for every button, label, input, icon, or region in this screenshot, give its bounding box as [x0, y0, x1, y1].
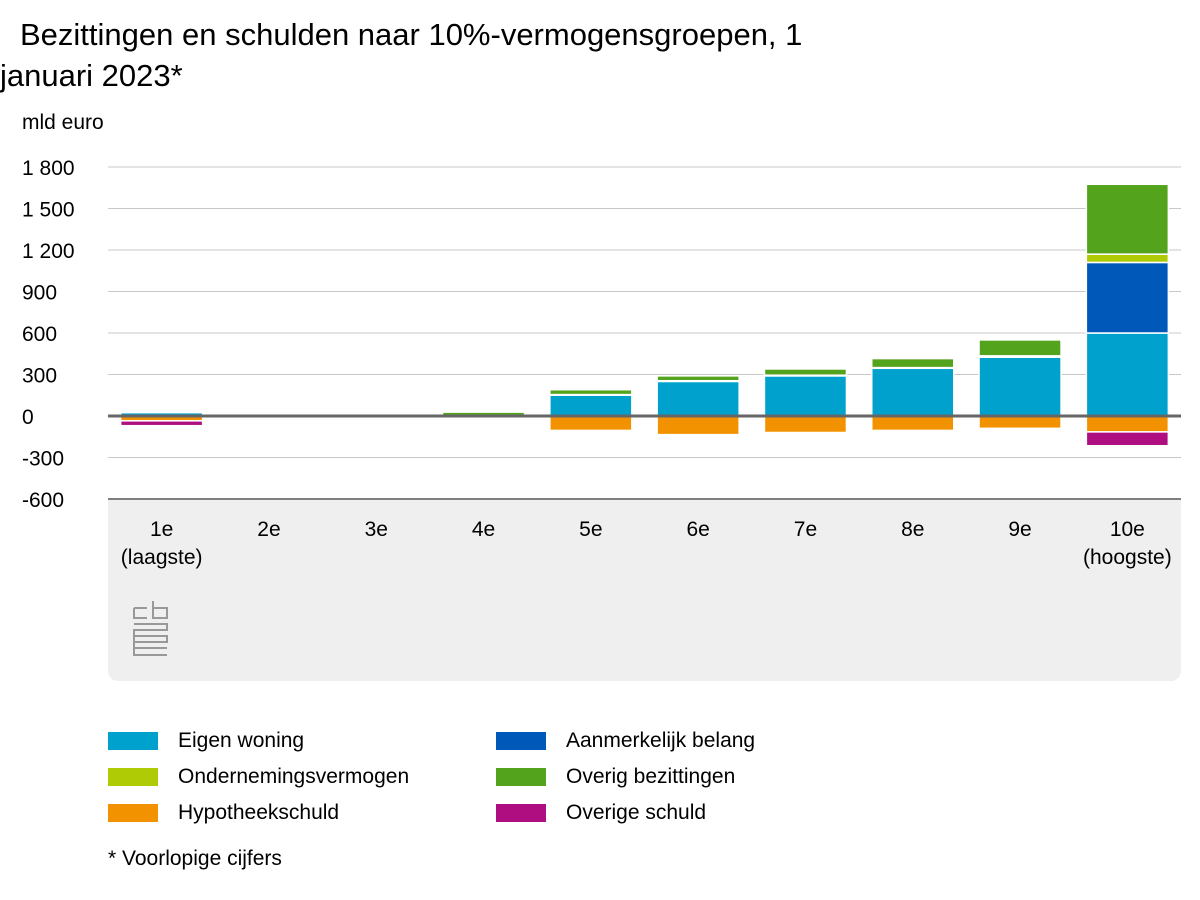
footnote: * Voorlopige cijfers [108, 847, 282, 870]
y-axis-tick-labels: 1 800 1 500 1 200 900 600 300 0 -300 -600 [22, 157, 75, 512]
y-tick-label: 1 500 [22, 199, 75, 222]
legend-swatch [496, 804, 546, 822]
bar-segment [656, 380, 740, 417]
legend: Eigen woning Aanmerkelijk belang Onderne… [108, 728, 908, 838]
bar-segment [549, 429, 633, 432]
y-tick-label: 0 [22, 406, 34, 429]
y-tick-label: 900 [22, 282, 57, 305]
legend-swatch [108, 732, 158, 750]
bar-segment [763, 431, 848, 434]
chart-title-line-2: januari 2023* [0, 58, 183, 93]
legend-swatch [496, 732, 546, 750]
y-tick-label: 600 [22, 323, 57, 346]
bar-segment [1085, 332, 1170, 417]
bar-segment [1085, 415, 1170, 433]
bar-segment [978, 356, 1062, 417]
x-tick-label: 9e [1008, 518, 1031, 541]
x-tick-label: 8e [901, 518, 924, 541]
legend-label: Aanmerkelijk belang [566, 729, 756, 752]
legend-label: Ondernemingsvermogen [178, 765, 410, 788]
bar-segment [871, 429, 955, 432]
bar-segment [119, 410, 204, 414]
legend-label: Overige schuld [566, 801, 707, 824]
bar-segment [871, 367, 955, 417]
y-tick-label: -600 [22, 489, 64, 512]
chart-title-line-1: Bezittingen en schulden naar 10%-vermoge… [20, 17, 803, 52]
legend-swatch [496, 768, 546, 786]
bar-segment [978, 339, 1062, 357]
x-tick-label: 7e [794, 518, 817, 541]
x-tick-label: 6e [686, 518, 709, 541]
bars [119, 183, 1170, 447]
x-tick-label: (laagste) [121, 546, 203, 569]
x-tick-label: 10e [1110, 518, 1145, 541]
bar-segment [763, 375, 848, 417]
bar-segment [119, 420, 204, 427]
bar-segment [1085, 431, 1170, 447]
legend-swatch [108, 768, 158, 786]
x-tick-label: 5e [579, 518, 602, 541]
bar-segment [763, 415, 848, 434]
bar-segment [656, 415, 740, 436]
legend-swatch [108, 804, 158, 822]
x-tick-label: 3e [365, 518, 388, 541]
chart-title: Bezittingen en schulden naar 10%-vermoge… [0, 14, 900, 96]
bar-segment [871, 415, 955, 432]
bar-segment [1085, 253, 1170, 264]
x-tick-label: (hoogste) [1083, 546, 1172, 569]
bar-segment [1085, 261, 1170, 334]
cbs-logo-icon [133, 601, 168, 656]
bar-segment [549, 394, 633, 417]
bar-segment [656, 375, 740, 382]
bar-segment [549, 415, 633, 432]
x-tick-label: 2e [257, 518, 280, 541]
y-tick-label: 1 200 [22, 240, 75, 263]
x-tick-label: 4e [472, 518, 495, 541]
gridlines [108, 166, 1181, 500]
bar-segment [656, 433, 740, 436]
y-tick-label: -300 [22, 448, 64, 471]
bar-segment [763, 368, 848, 376]
bar-segment [549, 388, 633, 396]
legend-label: Overig bezittingen [566, 765, 736, 788]
bar-segment [978, 427, 1062, 430]
y-axis-unit-label: mld euro [22, 111, 104, 134]
legend-label: Hypotheekschuld [178, 801, 340, 824]
x-axis-panel [108, 500, 1181, 681]
y-tick-label: 300 [22, 365, 57, 388]
bar-segment [978, 415, 1062, 430]
y-tick-label: 1 800 [22, 157, 75, 180]
x-tick-label: 1e [150, 518, 173, 541]
bar-segment [871, 357, 955, 369]
x-axis-tick-labels: 1e (laagste) 2e 3e 4e 5e 6e 7e 8e 9e 10e (hoogste) [121, 518, 1172, 569]
legend-label: Eigen woning [178, 729, 305, 752]
bar-segment [1085, 183, 1170, 255]
bar-chart: 1 800 1 500 1 200 900 600 300 0 -300 -600 1e (laa… [22, 157, 1181, 656]
